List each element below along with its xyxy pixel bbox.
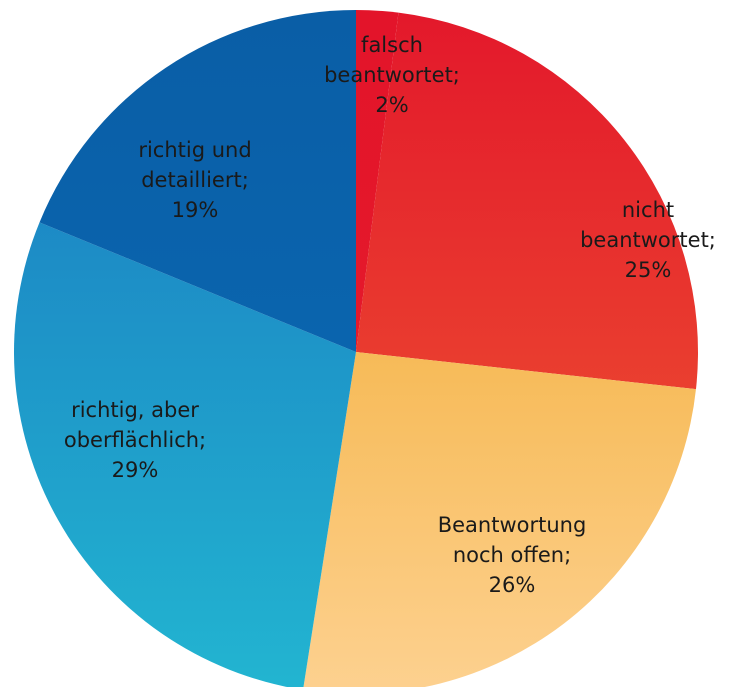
pie-slice xyxy=(356,10,399,352)
pie-slice xyxy=(356,12,698,390)
pie-slice xyxy=(39,10,356,352)
slice-label: nicht beantwortet; 25% xyxy=(573,195,723,285)
slice-name: Beantwortung noch offen; xyxy=(437,513,587,567)
slice-value: 25% xyxy=(624,258,672,282)
slice-name: richtig und detailliert; xyxy=(138,138,252,192)
slice-name: richtig, aber oberflächlich; xyxy=(63,398,207,452)
slice-value: 26% xyxy=(488,573,536,597)
pie-slice xyxy=(303,352,696,687)
slice-label: richtig, aber oberflächlich; 29% xyxy=(20,395,250,485)
slice-label: richtig und detailliert; 19% xyxy=(110,135,280,225)
slice-label: Beantwortung noch offen; 26% xyxy=(425,510,600,600)
slice-value: 29% xyxy=(111,458,159,482)
slice-name: falsch beantwortet; xyxy=(324,33,460,87)
slice-name: nicht beantwortet; xyxy=(580,198,716,252)
slice-value: 2% xyxy=(375,93,409,117)
slice-label: falsch beantwortet; 2% xyxy=(317,30,467,120)
pie-slice xyxy=(14,222,356,687)
slice-value: 19% xyxy=(171,198,219,222)
